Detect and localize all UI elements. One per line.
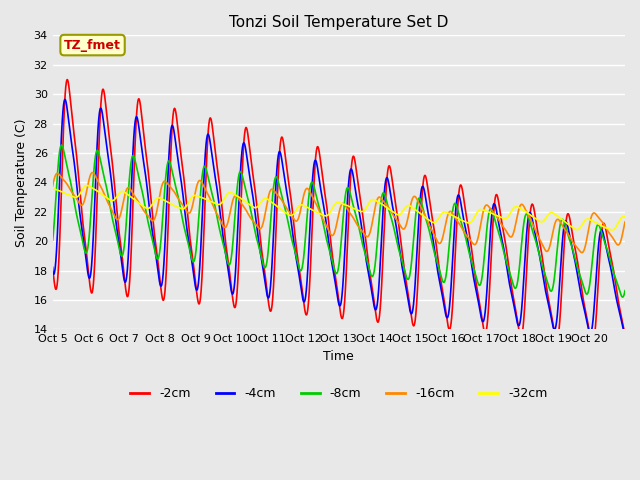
-4cm	[61, 96, 68, 102]
-16cm	[488, 208, 496, 214]
-32cm	[608, 227, 616, 233]
-16cm	[621, 219, 629, 225]
-8cm	[58, 142, 65, 148]
-2cm	[148, 201, 156, 207]
-4cm	[419, 184, 427, 190]
-4cm	[472, 286, 479, 291]
-16cm	[472, 241, 479, 247]
-32cm	[83, 182, 91, 188]
-32cm	[431, 220, 438, 226]
-8cm	[621, 288, 629, 294]
-4cm	[497, 232, 505, 238]
-8cm	[419, 205, 427, 211]
Line: -16cm: -16cm	[52, 172, 625, 252]
-8cm	[472, 273, 479, 278]
-2cm	[621, 333, 629, 338]
-32cm	[49, 186, 56, 192]
-2cm	[488, 229, 496, 235]
-8cm	[148, 233, 156, 239]
-16cm	[431, 232, 438, 238]
-8cm	[488, 208, 496, 214]
-16cm	[578, 250, 586, 255]
-4cm	[488, 206, 496, 212]
-8cm	[49, 237, 56, 243]
-32cm	[419, 213, 427, 219]
-8cm	[619, 294, 627, 300]
-2cm	[589, 341, 596, 347]
Title: Tonzi Soil Temperature Set D: Tonzi Soil Temperature Set D	[229, 15, 449, 30]
-2cm	[472, 278, 479, 284]
-8cm	[431, 250, 438, 256]
Y-axis label: Soil Temperature (C): Soil Temperature (C)	[15, 118, 28, 247]
-4cm	[49, 269, 56, 275]
X-axis label: Time: Time	[323, 350, 354, 363]
Legend: -2cm, -4cm, -8cm, -16cm, -32cm: -2cm, -4cm, -8cm, -16cm, -32cm	[125, 383, 552, 406]
-16cm	[419, 208, 427, 214]
-2cm	[431, 229, 438, 235]
-32cm	[488, 211, 496, 216]
Line: -4cm: -4cm	[52, 99, 625, 336]
-32cm	[497, 215, 505, 220]
-2cm	[63, 77, 71, 83]
-2cm	[49, 264, 56, 270]
-4cm	[621, 333, 629, 339]
-32cm	[472, 212, 479, 217]
-16cm	[88, 169, 96, 175]
-2cm	[497, 215, 505, 220]
-16cm	[49, 183, 56, 189]
-16cm	[148, 217, 156, 223]
Line: -8cm: -8cm	[52, 145, 625, 297]
-8cm	[497, 237, 505, 243]
Text: TZ_fmet: TZ_fmet	[64, 38, 121, 51]
-4cm	[431, 247, 438, 252]
-32cm	[621, 214, 629, 219]
-32cm	[148, 203, 156, 209]
Line: -32cm: -32cm	[52, 185, 625, 230]
-2cm	[419, 182, 427, 188]
-4cm	[148, 222, 156, 228]
-16cm	[497, 221, 505, 227]
Line: -2cm: -2cm	[52, 80, 625, 344]
